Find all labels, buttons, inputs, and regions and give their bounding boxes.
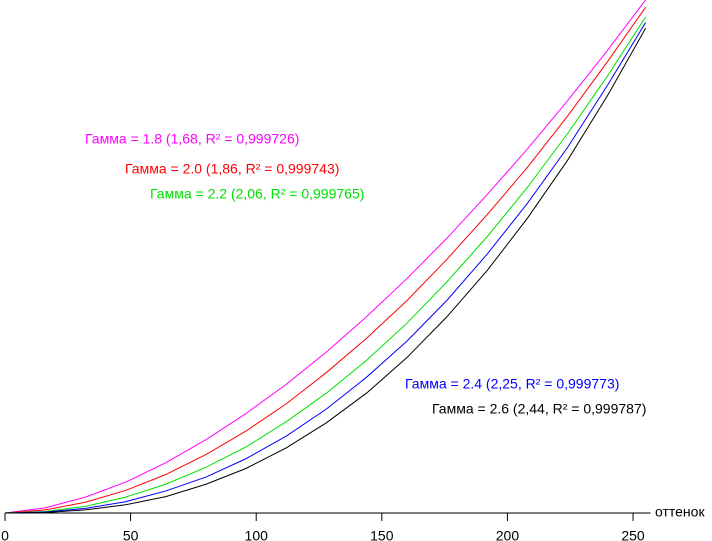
series-label: Гамма = 2.4 (2,25, R² = 0,999773) <box>405 376 619 392</box>
series-label: Гамма = 1.8 (1,68, R² = 0,999726) <box>85 131 299 147</box>
x-tick-label: 0 <box>1 528 9 541</box>
series-line <box>4 16 647 514</box>
x-tick-label: 50 <box>123 528 139 541</box>
series-line <box>4 6 647 514</box>
series-label: Гамма = 2.0 (1,86, R² = 0,999743) <box>125 161 339 177</box>
x-tick-label: 200 <box>496 528 520 541</box>
x-tick-label: 250 <box>621 528 645 541</box>
x-tick-label: 100 <box>245 528 269 541</box>
series-line <box>4 22 647 514</box>
x-axis-label: оттенок <box>655 504 705 520</box>
series-label: Гамма = 2.6 (2,44, R² = 0,999787) <box>432 401 646 417</box>
series-label: Гамма = 2.2 (2,06, R² = 0,999765) <box>150 186 364 202</box>
x-tick-label: 150 <box>370 528 394 541</box>
series-line <box>4 0 646 514</box>
series-line <box>4 27 647 514</box>
